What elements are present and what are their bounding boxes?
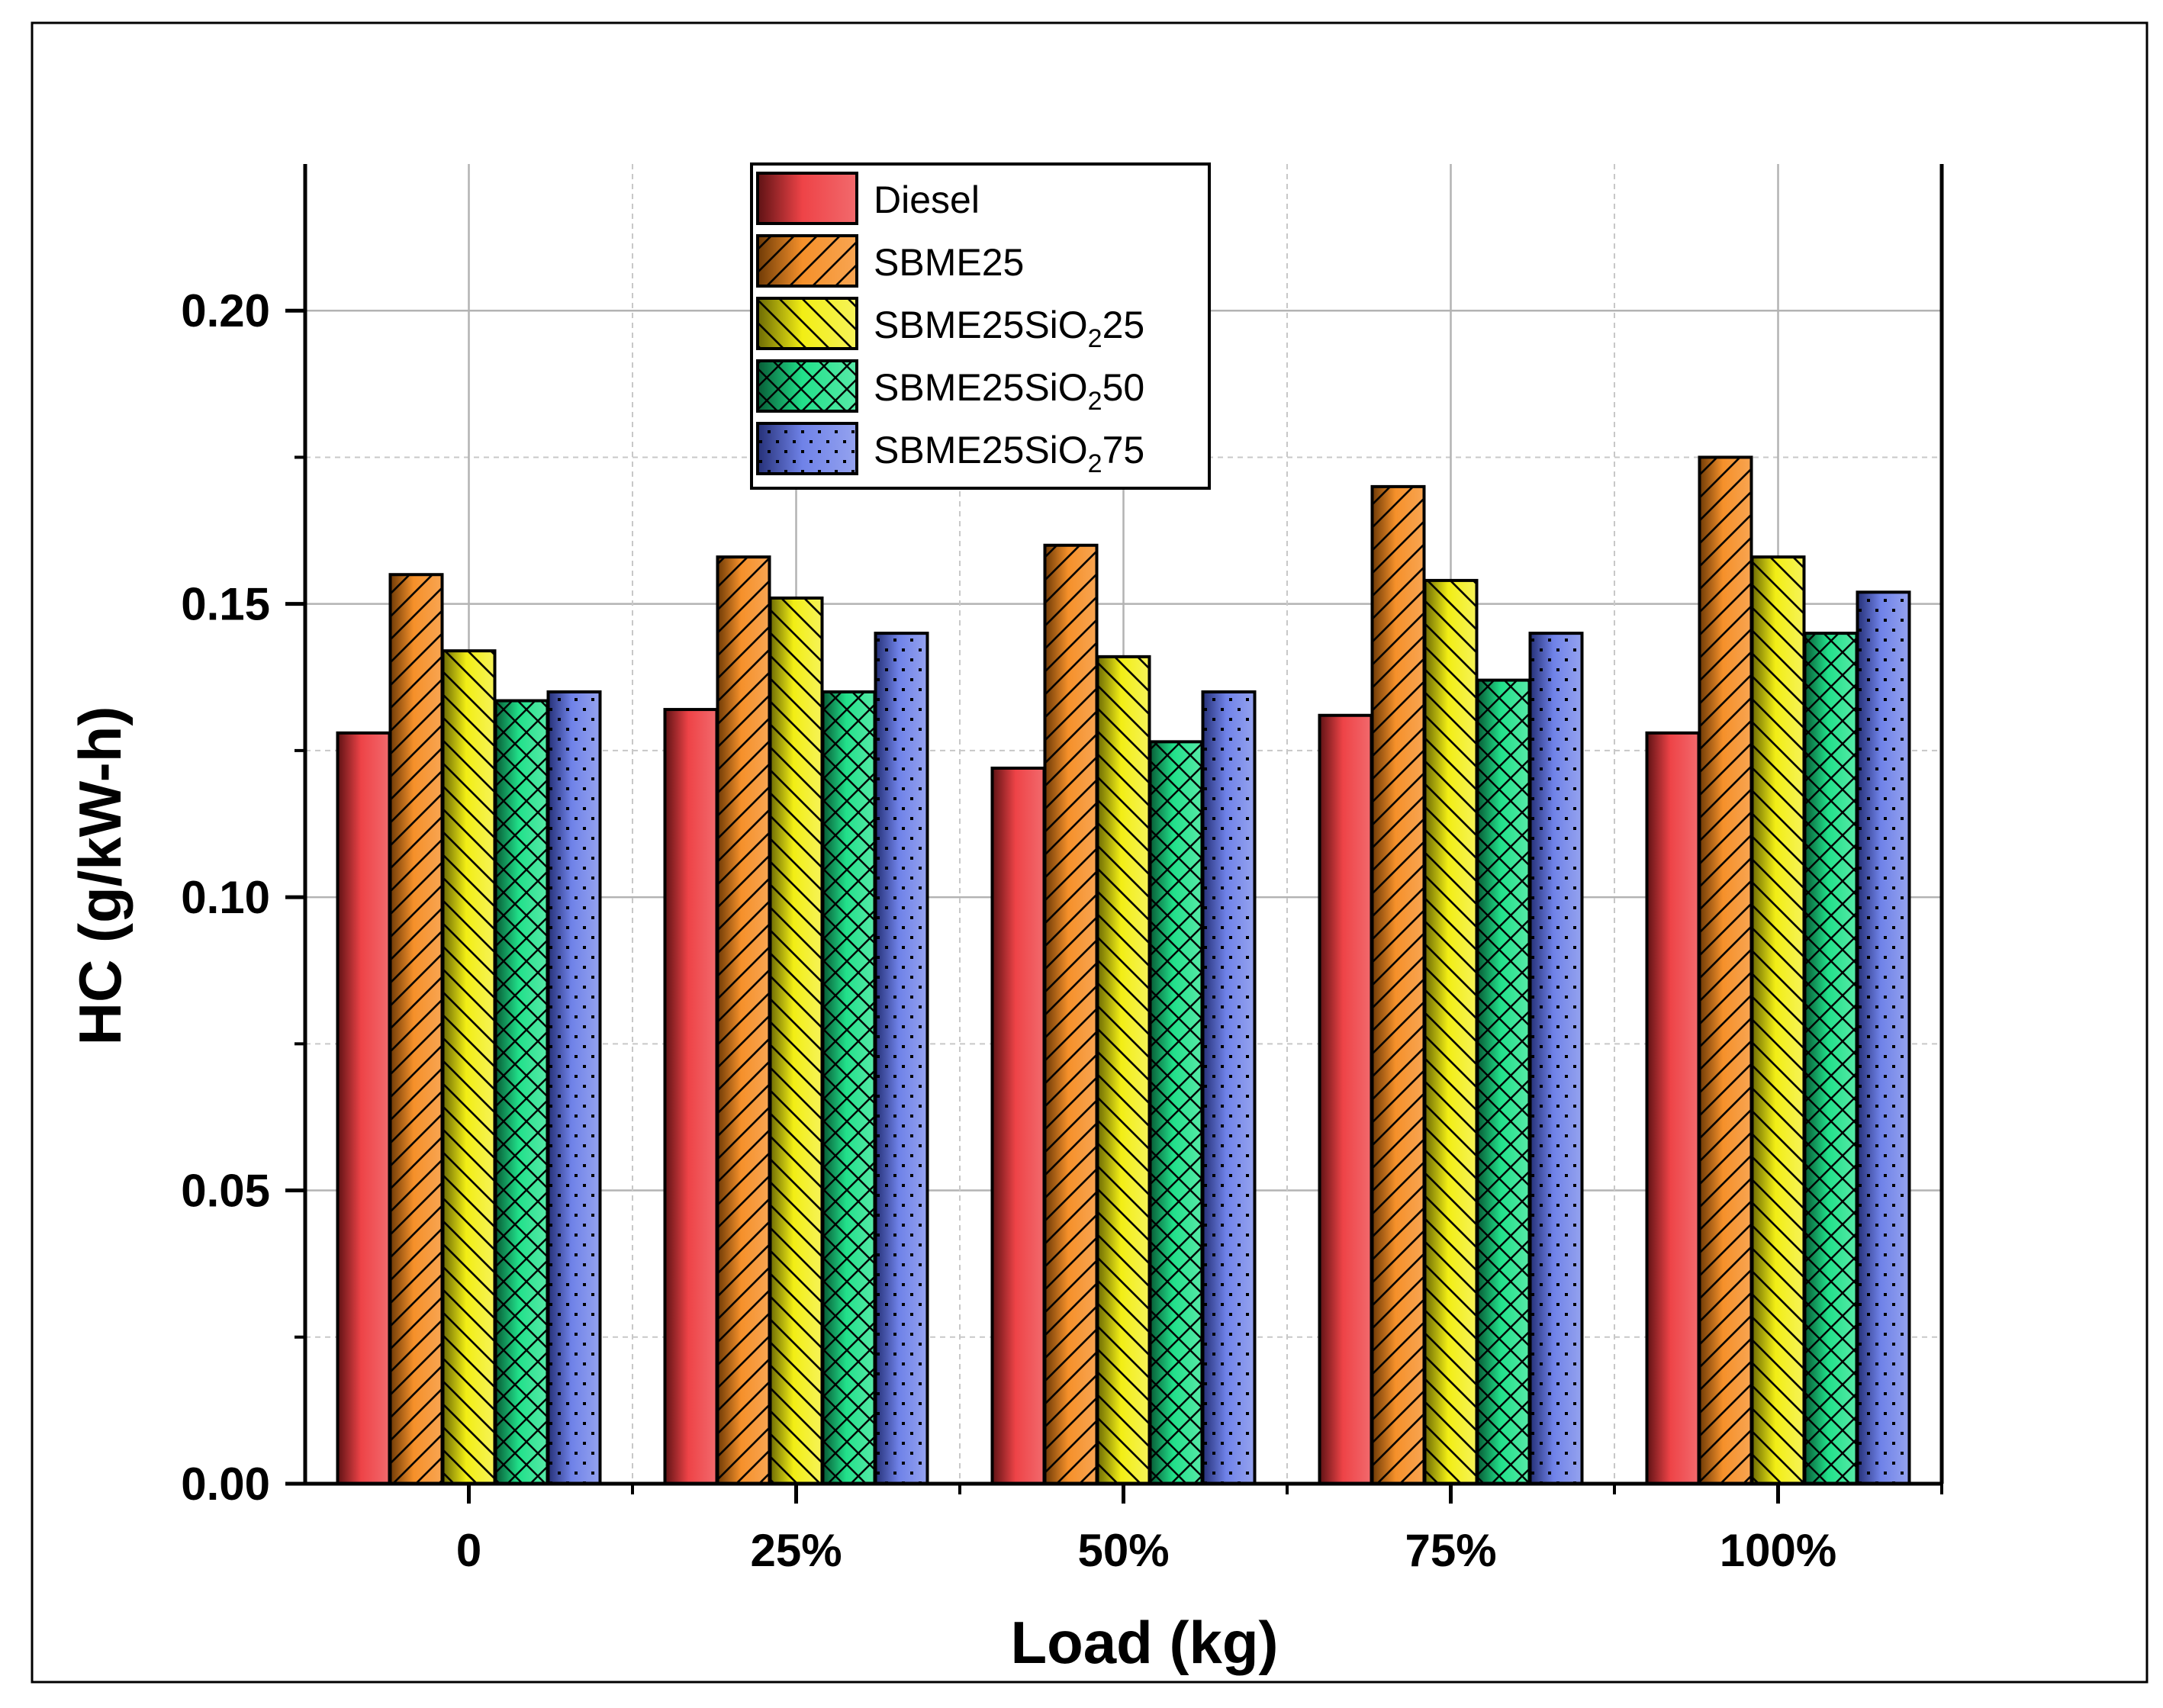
bar-pattern	[1202, 692, 1255, 1484]
bar-pattern	[717, 557, 770, 1484]
legend: Diesel SBME25 SBME25SiO225 SBME25SiO250 SBME…	[750, 162, 1211, 490]
bar-3-0	[441, 649, 497, 1486]
axes	[285, 164, 1944, 1504]
legend-swatch-pattern	[758, 298, 857, 349]
bar-fill	[1319, 715, 1372, 1484]
bar-4-75%	[1476, 678, 1531, 1485]
bar-pattern	[770, 597, 822, 1484]
legend-swatch-outline	[756, 422, 858, 475]
bar-pattern	[1804, 633, 1857, 1484]
x-axis-title: Load (kg)	[1011, 1609, 1279, 1676]
legend-item: SBME25SiO275	[756, 422, 1144, 478]
legend-label: SBME25SiO225	[874, 304, 1144, 353]
bar-pattern	[1150, 741, 1202, 1484]
tick-labels: 0.00 0.05 0.10 0.15 0.20 0 25% 50% 75% 100%	[181, 285, 1836, 1576]
legend-swatch-outline	[756, 172, 858, 225]
y-tick-label: 0.10	[181, 872, 270, 923]
bar-3-75%	[1423, 578, 1479, 1485]
y-tick-label: 0.20	[181, 285, 270, 336]
legend-label: SBME25SiO275	[874, 429, 1144, 478]
bar-2-75%	[1370, 484, 1426, 1485]
y-axis-title: HC (g/kW-h)	[66, 706, 134, 1046]
legend-swatch-pattern	[758, 236, 857, 286]
bar-2-50%	[1043, 543, 1099, 1485]
legend-label: SBME25	[874, 241, 1024, 284]
bar-5-25%	[874, 632, 929, 1485]
legend-swatch-pattern	[758, 361, 857, 411]
bar-4-50%	[1148, 740, 1204, 1485]
bar-3-100%	[1750, 555, 1806, 1486]
x-tick-label: 25%	[750, 1525, 842, 1576]
bar-3-25%	[768, 596, 824, 1485]
bar-pattern	[875, 633, 928, 1484]
bar-pattern	[1530, 633, 1582, 1484]
bar-pattern	[822, 692, 875, 1484]
legend-swatch-outline	[756, 297, 858, 350]
legend-swatch-fill	[758, 173, 857, 224]
x-tick-label: 0	[456, 1525, 481, 1576]
legend-swatch-pattern	[758, 423, 857, 474]
bar-pattern	[1424, 580, 1477, 1484]
legend-label: SBME25SiO250	[874, 366, 1144, 416]
bar-pattern	[1097, 656, 1150, 1484]
bar-fill	[1646, 732, 1699, 1484]
legend-swatch-outline	[756, 359, 858, 413]
bar-1-25%	[663, 708, 719, 1485]
bar-pattern	[1044, 545, 1097, 1484]
bar-pattern	[548, 692, 600, 1484]
x-tick-label: 75%	[1405, 1525, 1496, 1576]
bar-pattern	[443, 651, 495, 1484]
bar-fill	[665, 709, 717, 1484]
bar-2-25%	[716, 555, 771, 1486]
x-tick-label: 100%	[1720, 1525, 1836, 1576]
legend-swatch-outline	[756, 234, 858, 288]
x-tick-label: 50%	[1077, 1525, 1169, 1576]
bar-2-0	[388, 573, 444, 1486]
bar-4-25%	[821, 690, 877, 1485]
legend-item: Diesel	[756, 172, 980, 225]
bar-pattern	[1857, 592, 1910, 1484]
bar-pattern	[390, 574, 443, 1484]
bar-5-0	[546, 690, 602, 1485]
y-tick-label: 0.15	[181, 579, 270, 630]
bar-1-50%	[990, 766, 1046, 1485]
y-tick-label: 0.05	[181, 1166, 270, 1217]
bar-5-50%	[1201, 690, 1257, 1485]
bar-2-100%	[1698, 455, 1753, 1485]
legend-item: SBME25SiO250	[756, 359, 1144, 416]
bar-pattern	[495, 700, 548, 1484]
bar-1-75%	[1318, 713, 1373, 1485]
bar-pattern	[1752, 557, 1804, 1484]
bar-pattern	[1372, 486, 1424, 1484]
bar-fill	[337, 732, 390, 1484]
bar-4-100%	[1803, 632, 1859, 1485]
y-tick-label: 0.00	[181, 1459, 270, 1510]
bar-5-75%	[1528, 632, 1584, 1485]
bar-5-100%	[1856, 590, 1911, 1485]
bar-1-0	[336, 731, 391, 1485]
bar-pattern	[1699, 457, 1752, 1484]
legend-item: SBME25SiO225	[756, 297, 1144, 353]
legend-label: Diesel	[874, 179, 980, 221]
bar-pattern	[1477, 680, 1530, 1484]
bar-fill	[992, 767, 1044, 1484]
bar-3-50%	[1096, 655, 1151, 1485]
bar-1-100%	[1645, 731, 1701, 1485]
bar-4-0	[494, 699, 549, 1485]
legend-item: SBME25	[756, 234, 1024, 288]
